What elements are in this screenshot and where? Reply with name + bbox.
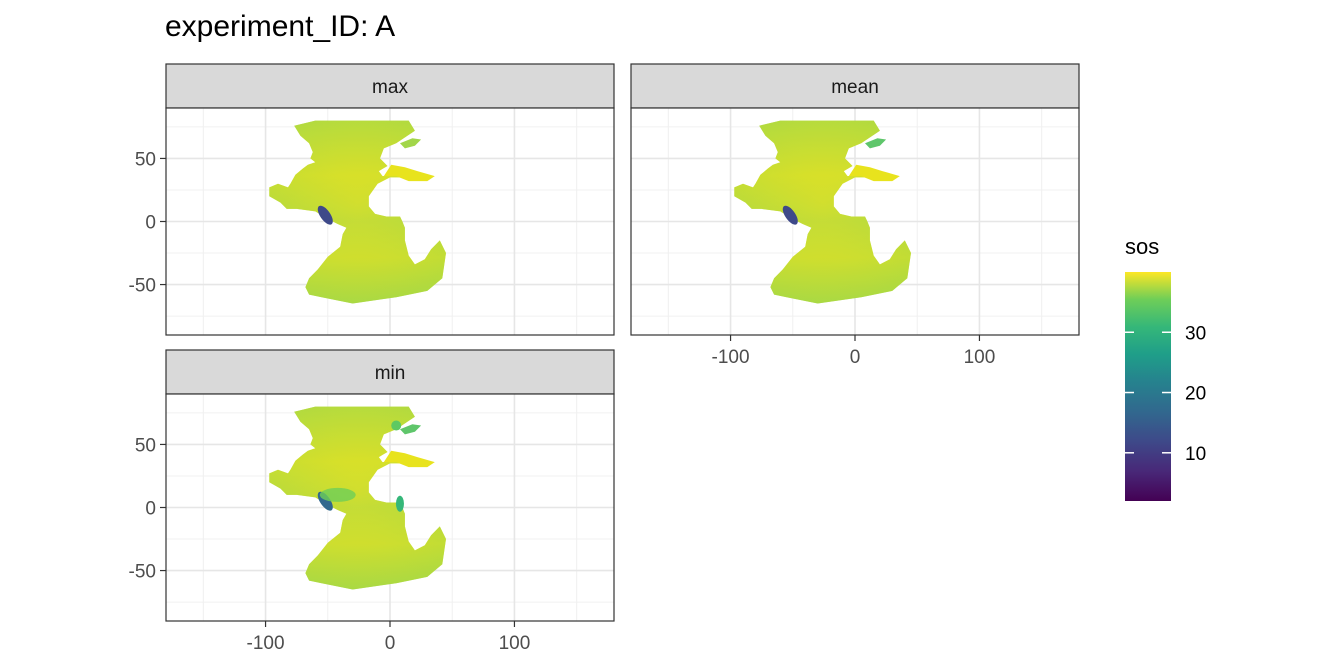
x-tick-label: -100	[247, 633, 285, 654]
congo-plume	[395, 495, 404, 512]
facet-strip-label: mean	[831, 77, 879, 98]
salinity-field-shading	[269, 120, 446, 304]
salinity-field-shading	[269, 406, 446, 590]
legend-colorbar	[1125, 272, 1171, 501]
salinity-field-baltic	[865, 138, 887, 149]
legend-tick-label: 30	[1185, 323, 1206, 344]
chart-title: experiment_ID: A	[165, 10, 396, 43]
legend-tick-label: 10	[1185, 444, 1206, 465]
salinity-field-baltic	[400, 138, 422, 149]
legend-title: sos	[1125, 234, 1159, 259]
y-tick-label: 50	[135, 149, 156, 170]
y-tick-label: 50	[135, 435, 156, 456]
amazon-plume	[317, 205, 333, 225]
salinity-field-mediterranean	[383, 164, 435, 182]
x-tick-label: -100	[712, 347, 750, 368]
legend: sos 10 20 30	[1125, 234, 1206, 501]
plume-spread	[319, 487, 356, 502]
x-tick-label: 0	[385, 633, 396, 654]
y-tick-label: 0	[145, 213, 156, 234]
x-tick-label: 100	[964, 347, 996, 368]
salinity-field-shading	[734, 120, 911, 304]
salinity-field-mediterranean	[848, 164, 900, 182]
facet-strip-label: max	[372, 77, 408, 98]
amazon-plume	[782, 205, 798, 225]
facet-panel-max: max 50 0 -50	[129, 63, 615, 336]
salinity-field-mediterranean	[383, 450, 435, 468]
facet-panel-mean: mean -100 0 100	[630, 63, 1080, 368]
x-tick-label: 100	[499, 633, 531, 654]
facet-panel-min: min 50 0 -50 -100 0 100	[129, 349, 615, 654]
y-tick-label: -50	[129, 276, 156, 297]
salinity-field-baltic	[400, 424, 422, 435]
facet-strip-label: min	[375, 363, 406, 384]
y-tick-label: 0	[145, 499, 156, 520]
y-tick-label: -50	[129, 562, 156, 583]
facet-strip	[165, 349, 615, 395]
facet-strip	[165, 63, 615, 109]
legend-tick-label: 20	[1185, 384, 1206, 405]
x-tick-label: 0	[850, 347, 861, 368]
norway-coast-fresh	[391, 420, 402, 431]
